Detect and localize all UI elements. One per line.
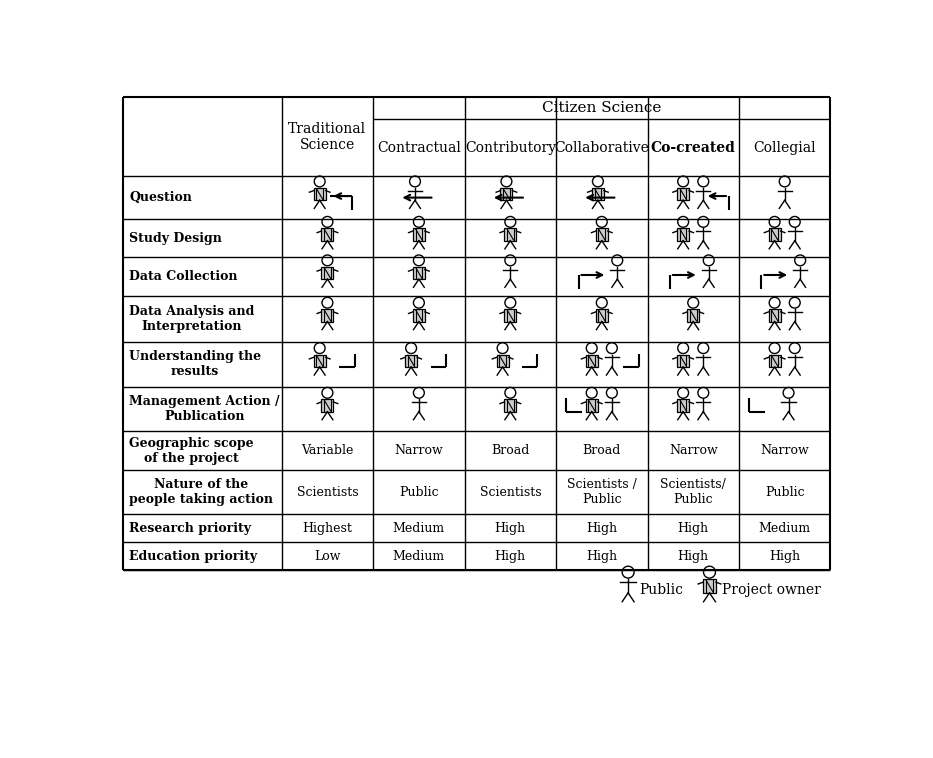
Polygon shape xyxy=(596,309,607,321)
Polygon shape xyxy=(592,188,604,200)
Polygon shape xyxy=(688,309,699,321)
Text: Public: Public xyxy=(640,583,684,597)
Text: High: High xyxy=(677,550,709,562)
Polygon shape xyxy=(769,355,781,367)
Text: Study Design: Study Design xyxy=(129,231,222,245)
Polygon shape xyxy=(313,188,326,200)
Polygon shape xyxy=(505,399,516,412)
Polygon shape xyxy=(596,228,607,241)
Text: Broad: Broad xyxy=(582,444,621,457)
Text: Scientists: Scientists xyxy=(297,486,358,499)
Polygon shape xyxy=(703,579,716,593)
Text: Collegial: Collegial xyxy=(753,140,816,155)
Polygon shape xyxy=(586,355,598,367)
Polygon shape xyxy=(322,267,333,279)
Polygon shape xyxy=(677,399,689,412)
Text: Understanding the
results: Understanding the results xyxy=(129,350,261,378)
Text: Public: Public xyxy=(399,486,439,499)
Text: High: High xyxy=(586,550,618,562)
Text: High: High xyxy=(586,522,618,535)
Text: Broad: Broad xyxy=(491,444,530,457)
Text: Data Collection: Data Collection xyxy=(129,270,238,283)
Text: Research priority: Research priority xyxy=(129,522,251,535)
Polygon shape xyxy=(769,228,781,241)
Text: Medium: Medium xyxy=(393,522,445,535)
Text: Scientists /
Public: Scientists / Public xyxy=(567,478,636,506)
Text: Highest: Highest xyxy=(302,522,353,535)
Polygon shape xyxy=(505,228,516,241)
Polygon shape xyxy=(677,228,689,241)
Polygon shape xyxy=(413,228,425,241)
Text: High: High xyxy=(494,550,526,562)
Polygon shape xyxy=(322,228,333,241)
Polygon shape xyxy=(500,188,512,200)
Text: Medium: Medium xyxy=(393,550,445,562)
Polygon shape xyxy=(313,355,326,367)
Text: High: High xyxy=(677,522,709,535)
Text: Narrow: Narrow xyxy=(760,444,809,457)
Text: Management Action /
Publication: Management Action / Publication xyxy=(129,395,280,423)
Text: Low: Low xyxy=(314,550,341,562)
Text: Geographic scope
of the project: Geographic scope of the project xyxy=(129,437,254,465)
Text: Scientists/
Public: Scientists/ Public xyxy=(661,478,726,506)
Text: Contributory: Contributory xyxy=(465,140,556,155)
Text: Variable: Variable xyxy=(301,444,354,457)
Polygon shape xyxy=(322,309,333,321)
Text: Question: Question xyxy=(129,191,192,204)
Polygon shape xyxy=(677,188,689,200)
Text: Citizen Science: Citizen Science xyxy=(542,101,661,115)
Text: Co-created: Co-created xyxy=(651,140,735,155)
Text: Scientists: Scientists xyxy=(480,486,541,499)
Polygon shape xyxy=(586,399,598,412)
Polygon shape xyxy=(413,309,425,321)
Text: Traditional
Science: Traditional Science xyxy=(288,122,367,152)
Polygon shape xyxy=(322,399,333,412)
Text: Data Analysis and
Interpretation: Data Analysis and Interpretation xyxy=(129,305,255,333)
Polygon shape xyxy=(413,267,425,279)
Text: Narrow: Narrow xyxy=(395,444,443,457)
Text: Education priority: Education priority xyxy=(129,550,258,562)
Polygon shape xyxy=(505,309,516,321)
Text: Project owner: Project owner xyxy=(722,583,821,597)
Polygon shape xyxy=(405,355,417,367)
Polygon shape xyxy=(496,355,508,367)
Text: High: High xyxy=(769,550,801,562)
Text: Nature of the
people taking action: Nature of the people taking action xyxy=(129,478,273,506)
Text: Narrow: Narrow xyxy=(669,444,717,457)
Text: High: High xyxy=(494,522,526,535)
Polygon shape xyxy=(769,309,781,321)
Text: Medium: Medium xyxy=(759,522,811,535)
Text: Contractual: Contractual xyxy=(377,140,461,155)
Text: Public: Public xyxy=(765,486,804,499)
Polygon shape xyxy=(677,355,689,367)
Text: Collaborative: Collaborative xyxy=(554,140,649,155)
